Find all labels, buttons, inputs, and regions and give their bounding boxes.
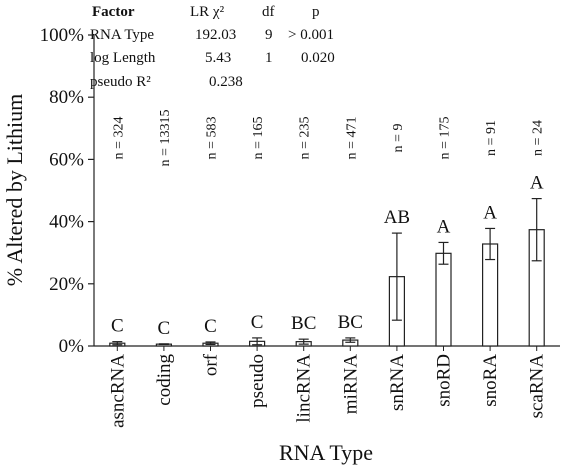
bars: n = 324 Cn = 13315 Cn = 583 Cn = 165 Cn = 23… [109,110,546,347]
y-ticks: 0% 20% 40% 60% 80% 100% [40,25,94,357]
group-label: BC [291,313,316,334]
group-label: C [158,318,171,339]
stats-row1-lr: 192.03 [195,27,236,43]
stats-header-p: p [312,4,320,20]
n-label: n = 91 [484,120,499,156]
stats-row3-lr: 0.238 [209,74,243,90]
stats-header-factor: Factor [92,4,135,20]
stats-row1-factor: RNA Type [90,27,154,43]
n-label: n = 235 [298,117,313,160]
stats-row1-p: > 0.001 [288,27,334,43]
bar [435,252,452,347]
stats-row1-df: 9 [265,27,273,43]
group-label: A [483,202,497,223]
stats-row2-p: 0.020 [301,50,335,66]
y-tick-label: 100% [40,25,85,46]
n-label: n = 324 [111,117,126,160]
category-label: asncRNA [107,354,128,428]
y-tick-label: 80% [49,87,84,108]
category-label: snoRA [480,354,501,407]
category-label: snoRD [434,354,455,407]
n-label: n = 583 [205,117,220,160]
group-label: A [530,173,544,194]
x-axis-title: RNA Type [279,440,373,465]
stats-header-df: df [262,4,275,20]
group-label: BC [338,312,363,333]
category-label: snRNA [387,354,408,411]
group-label: C [251,312,264,333]
category-label: lincRNA [294,354,315,423]
n-label: n = 471 [344,117,359,160]
group-label: C [111,316,124,337]
category-label: orf [201,353,222,376]
stats-table: Factor LR χ² df p RNA Type 192.03 9 > 0.… [90,4,335,90]
y-tick-label: 60% [49,149,84,170]
n-label: n = 9 [391,124,406,153]
y-tick-label: 0% [59,336,85,357]
n-label: n = 24 [531,120,546,156]
y-axis-title: % Altered by Lithium [2,94,27,286]
stats-row2-factor: log Length [90,50,156,66]
category-label: pseudo [247,354,268,408]
y-tick-label: 20% [49,274,84,295]
stats-row2-df: 1 [265,50,273,66]
stats-row2-lr: 5.43 [205,50,231,66]
category-label: miRNA [340,354,361,414]
stats-row3-factor: pseudo R² [90,74,151,90]
group-label: AB [384,207,410,228]
n-label: n = 175 [438,117,453,160]
stats-header-lr: LR χ² [190,4,225,20]
y-tick-label: 40% [49,212,84,233]
n-label: n = 13315 [158,110,173,167]
category-labels: asncRNA coding orf pseudo lincRNA miRNA snRNA s… [107,346,548,428]
n-label: n = 165 [251,117,266,160]
category-label: scaRNA [527,354,548,419]
category-label: coding [154,354,175,406]
group-label: A [437,216,451,237]
group-label: C [204,316,217,337]
